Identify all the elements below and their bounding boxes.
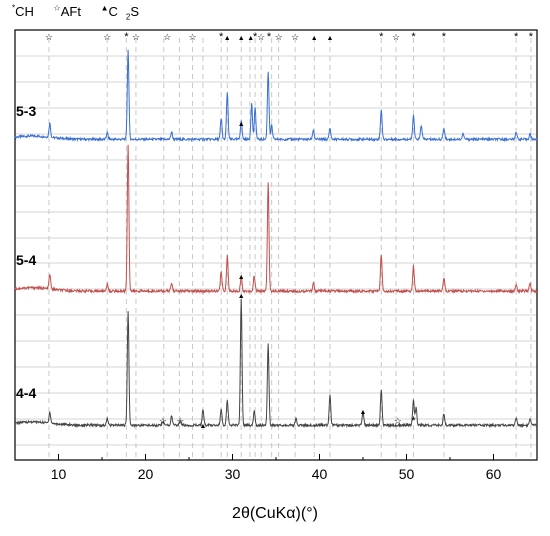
phase-marker: ☆ — [132, 32, 140, 42]
trace-marker: ▲ — [238, 293, 245, 300]
phase-marker: ▲ — [238, 35, 245, 42]
chart-legend: *CH ☆AFt ▲C 2S — [12, 4, 155, 22]
trace-marker: ☆ — [394, 416, 402, 426]
phase-marker: * — [442, 31, 447, 43]
trace-marker: ☆ — [159, 416, 167, 426]
phase-marker: ☆ — [163, 32, 171, 42]
series-line-4-4 — [14, 298, 538, 429]
phase-marker: ▲ — [224, 35, 231, 42]
trace-marker: ☆ — [176, 416, 184, 426]
phase-marker: * — [219, 31, 224, 43]
series-label-5-4: 5-4 — [16, 252, 37, 268]
x-tick-label: 50 — [399, 466, 415, 482]
series-line-5-4 — [14, 144, 538, 295]
x-axis-title: 2θ(CuKα)(°) — [232, 505, 318, 522]
phase-marker: * — [124, 31, 129, 43]
phase-marker: ☆ — [257, 32, 265, 42]
x-tick-label: 40 — [312, 466, 328, 482]
legend-aft: ☆AFt — [53, 4, 81, 20]
phase-marker: ☆ — [291, 32, 299, 42]
phase-marker: ☆ — [188, 32, 196, 42]
trace-marker: * — [411, 415, 416, 427]
x-tick-label: 30 — [225, 466, 241, 482]
legend-c2s: ▲C 2S — [100, 4, 139, 22]
trace-marker: ▲ — [199, 423, 206, 430]
trace-marker: ▲ — [360, 409, 367, 416]
phase-marker: ☆ — [275, 32, 283, 42]
phase-marker: * — [529, 31, 534, 43]
phase-marker: ☆ — [392, 32, 400, 42]
phase-marker: * — [411, 31, 416, 43]
phase-marker: * — [514, 31, 519, 43]
x-tick-label: 10 — [51, 466, 67, 482]
phase-marker: ▲ — [311, 35, 318, 42]
phase-marker: ☆ — [45, 32, 53, 42]
phase-marker: * — [267, 31, 272, 43]
phase-marker: ☆ — [103, 32, 111, 42]
series-label-4-4: 4-4 — [16, 385, 37, 401]
legend-ch: *CH — [12, 4, 34, 20]
x-tick-label: 60 — [486, 466, 502, 482]
phase-marker: ▲ — [247, 35, 254, 42]
plot-frame — [14, 29, 538, 461]
phase-marker: * — [253, 31, 258, 43]
trace-marker: ▲ — [238, 121, 245, 128]
x-tick-label: 20 — [138, 466, 154, 482]
phase-marker: * — [379, 31, 384, 43]
series-label-5-3: 5-3 — [16, 103, 37, 119]
series-line-5-3 — [14, 49, 538, 143]
trace-marker: ▲ — [238, 274, 245, 281]
phase-marker: ▲ — [326, 35, 333, 42]
